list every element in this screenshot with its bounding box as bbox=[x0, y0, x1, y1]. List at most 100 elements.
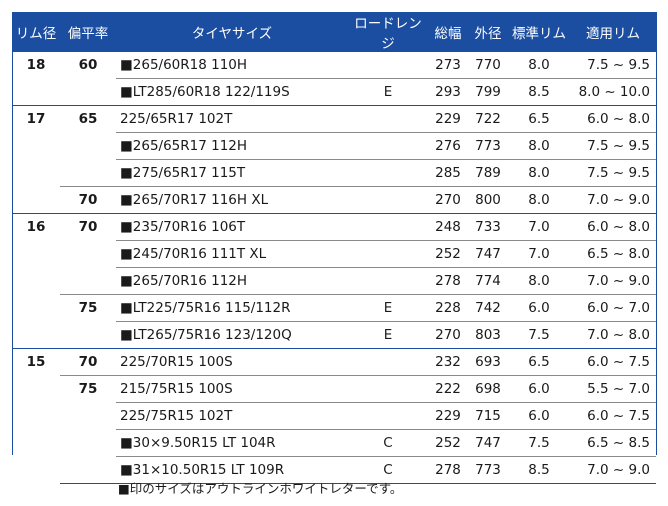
load-range-cell bbox=[348, 186, 428, 214]
tire-size-text: 215/75R15 100S bbox=[120, 381, 233, 397]
tire-size-cell: ■265/70R17 116H XL bbox=[116, 186, 348, 214]
outer-diameter-cell: 747 bbox=[468, 429, 508, 457]
applicable-rim-cell: 6.0 ~ 7.5 bbox=[570, 402, 656, 430]
tire-size-text: LT225/75R16 115/112R bbox=[132, 300, 291, 316]
outer-diameter-cell: 789 bbox=[468, 159, 508, 187]
tire-size-cell: ■275/65R17 115T bbox=[116, 159, 348, 187]
load-range-cell bbox=[348, 240, 428, 268]
outer-diameter-cell: 747 bbox=[468, 240, 508, 268]
load-range-cell bbox=[348, 159, 428, 187]
tire-size-table: リム径 偏平率 タイヤサイズ ロードレンジ 総幅 外径 標準リム 適用リム 18… bbox=[12, 12, 656, 484]
rim-diameter-cell: 16 bbox=[12, 213, 60, 349]
aspect-ratio-cell bbox=[60, 430, 116, 457]
load-range-cell bbox=[348, 375, 428, 403]
total-width-cell: 276 bbox=[428, 132, 468, 160]
tire-size-text: 265/70R16 112H bbox=[132, 273, 248, 289]
total-width-cell: 232 bbox=[428, 348, 468, 376]
applicable-rim-cell: 7.5 ~ 9.5 bbox=[570, 159, 656, 187]
outline-white-letter-mark: ■ bbox=[120, 57, 133, 73]
total-width-cell: 248 bbox=[428, 213, 468, 241]
aspect-ratio-cell: 65 bbox=[60, 105, 116, 133]
total-width-cell: 270 bbox=[428, 186, 468, 214]
load-range-cell bbox=[348, 402, 428, 430]
table-body: 18 60 ■265/60R18 110H 273 770 8.0 7.5 ~ 9.5 ■LT… bbox=[12, 52, 656, 484]
aspect-ratio-cell bbox=[60, 133, 116, 160]
aspect-ratio-cell: 70 bbox=[60, 213, 116, 241]
tire-size-text: 225/75R15 102T bbox=[120, 408, 233, 424]
standard-rim-cell: 8.0 bbox=[528, 57, 550, 73]
aspect-ratio-cell bbox=[60, 241, 116, 268]
total-width-cell: 270 bbox=[428, 321, 468, 349]
standard-rim-cell: 6.5 bbox=[508, 348, 570, 376]
table-row: ■265/70R16 112H 278 774 8.0 7.0 ~ 9.0 bbox=[12, 267, 656, 295]
outer-diameter-cell: 693 bbox=[468, 348, 508, 376]
load-range-cell bbox=[348, 348, 428, 376]
rim-diameter-cell: 18 bbox=[26, 57, 46, 73]
header-outer-diameter: 外径 bbox=[468, 12, 508, 52]
rim-diameter-cell: 15 bbox=[12, 348, 60, 484]
standard-rim-cell: 8.0 bbox=[508, 186, 570, 214]
table-row: 75 215/75R15 100S 222 698 6.0 5.5 ~ 7.0 bbox=[12, 375, 656, 403]
load-range-cell: C bbox=[348, 456, 428, 484]
header-applicable-rim: 適用リム bbox=[570, 12, 656, 52]
applicable-rim-cell: 6.0 ~ 8.0 bbox=[570, 105, 656, 133]
aspect-ratio-cell: 70 bbox=[60, 186, 116, 214]
applicable-rim-cell: 7.5 ~ 9.5 bbox=[587, 57, 650, 73]
table-row: 17 65 225/65R17 102T 229 722 6.5 6.0 ~ 8.0 bbox=[12, 105, 656, 214]
tire-size-cell: 225/75R15 102T bbox=[116, 402, 348, 430]
tire-size-cell: ■LT285/60R18 122/119S bbox=[116, 78, 348, 106]
tire-size-cell: ■265/65R17 112H bbox=[116, 132, 348, 160]
table-row: ■30×9.50R15 LT 104R C 252 747 7.5 6.5 ~ 8.5 bbox=[12, 429, 656, 457]
load-range-cell: E bbox=[348, 294, 428, 322]
aspect-ratio-cell bbox=[60, 160, 116, 187]
outline-white-letter-mark: ■ bbox=[120, 462, 133, 478]
applicable-rim-cell: 7.5 ~ 9.5 bbox=[570, 132, 656, 160]
outline-white-letter-mark: ■ bbox=[120, 300, 133, 316]
table-row: 18 60 ■265/60R18 110H 273 770 8.0 7.5 ~ 9.5 bbox=[12, 52, 656, 79]
tire-size-text: LT285/60R18 122/119S bbox=[132, 84, 290, 100]
header-tire-size: タイヤサイズ bbox=[116, 12, 348, 52]
table-row: ■31×10.50R15 LT 109R C 278 773 8.5 7.0 ~ 9.0 bbox=[12, 456, 656, 484]
applicable-rim-cell: 6.0 ~ 8.0 bbox=[570, 213, 656, 241]
tire-size-cell: ■235/70R16 106T bbox=[116, 213, 348, 241]
table-row: 16 70 ■235/70R16 106T 248 733 7.0 6.0 ~ 8.0 bbox=[12, 213, 656, 349]
tire-size-cell: ■30×9.50R15 LT 104R bbox=[116, 429, 348, 457]
load-range-cell: C bbox=[348, 429, 428, 457]
standard-rim-cell: 7.5 bbox=[508, 321, 570, 349]
outer-diameter-cell: 742 bbox=[468, 294, 508, 322]
aspect-ratio-cell bbox=[60, 403, 116, 430]
table-row: ■245/70R16 111T XL 252 747 7.0 6.5 ~ 8.0 bbox=[12, 240, 656, 268]
total-width-cell: 278 bbox=[428, 267, 468, 295]
header-aspect-ratio: 偏平率 bbox=[60, 12, 116, 52]
outline-white-letter-mark: ■ bbox=[120, 246, 133, 262]
outer-diameter-cell: 770 bbox=[475, 57, 501, 73]
aspect-ratio-cell bbox=[60, 268, 116, 295]
load-range-cell: E bbox=[348, 78, 428, 106]
standard-rim-cell: 8.0 bbox=[508, 132, 570, 160]
load-range-cell bbox=[348, 52, 428, 79]
applicable-rim-cell: 7.0 ~ 9.0 bbox=[570, 456, 656, 484]
tire-size-text: 235/70R16 106T bbox=[132, 219, 246, 235]
header-rim-diameter: リム径 bbox=[12, 12, 60, 52]
header-standard-rim: 標準リム bbox=[508, 12, 570, 52]
total-width-cell: 293 bbox=[428, 78, 468, 106]
outer-diameter-cell: 774 bbox=[468, 267, 508, 295]
table-row: ■LT265/75R16 123/120Q E 270 803 7.5 7.0 ~ 8.0 bbox=[12, 321, 656, 349]
table-row: ■275/65R17 115T 285 789 8.0 7.5 ~ 9.5 bbox=[12, 159, 656, 187]
tire-size-cell: ■31×10.50R15 LT 109R bbox=[116, 456, 348, 484]
aspect-ratio-cell: 75 bbox=[60, 294, 116, 322]
aspect-ratio-cell: 75 bbox=[60, 375, 116, 403]
outline-white-letter-mark: ■ bbox=[120, 138, 133, 154]
standard-rim-cell: 7.5 bbox=[508, 429, 570, 457]
tire-size-cell: ■LT225/75R16 115/112R bbox=[116, 294, 348, 322]
outer-diameter-cell: 803 bbox=[468, 321, 508, 349]
load-range-cell: E bbox=[348, 321, 428, 349]
standard-rim-cell: 8.0 bbox=[508, 159, 570, 187]
load-range-cell bbox=[348, 213, 428, 241]
tire-size-cell: 215/75R15 100S bbox=[116, 375, 348, 403]
rim-diameter-cell: 17 bbox=[12, 105, 60, 214]
applicable-rim-cell: 6.5 ~ 8.5 bbox=[570, 429, 656, 457]
aspect-ratio-cell bbox=[60, 456, 116, 484]
total-width-cell: 285 bbox=[428, 159, 468, 187]
outline-white-letter-mark: ■ bbox=[120, 84, 133, 100]
